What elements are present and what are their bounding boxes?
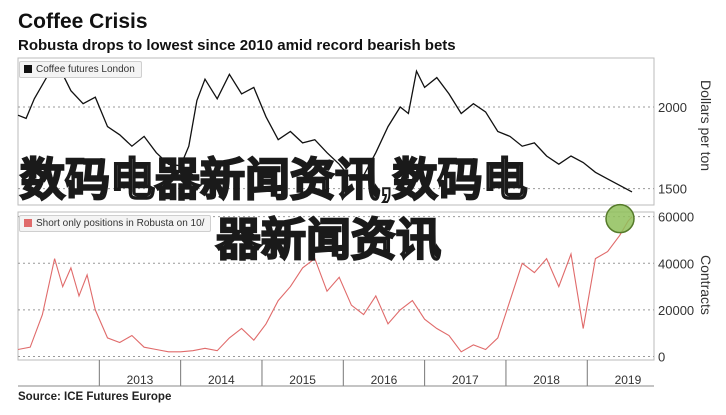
x-tick-label-6: 2019 (615, 373, 642, 387)
legend-positions-label: Short only positions in Robusta on 10/ (36, 218, 205, 229)
legend-price-label: Coffee futures London (36, 64, 135, 75)
x-tick-label-5: 2018 (533, 373, 560, 387)
positions-ytick-0: 0 (658, 350, 665, 365)
positions-ytick-3: 60000 (658, 210, 694, 225)
legend-swatch-positions (24, 219, 32, 227)
y-axis-label-price: Dollars per ton (698, 80, 714, 172)
y-axis-label-positions: Contracts (698, 255, 714, 315)
x-tick-label-2: 2015 (289, 373, 316, 387)
x-tick-label-3: 2016 (371, 373, 398, 387)
price-series-line (17, 65, 633, 193)
positions-ytick-2: 40000 (658, 256, 694, 271)
positions-series-line (17, 216, 633, 353)
positions-panel-frame (17, 211, 655, 361)
x-tick-label-1: 2014 (208, 373, 235, 387)
watermark-line-1: 数码电器新闻资讯,数码电 (19, 153, 529, 206)
chart-title: Coffee Crisis (18, 10, 148, 33)
x-tick-label-0: 2013 (127, 373, 154, 387)
latest-value-highlight (605, 203, 635, 234)
positions-ytick-1: 20000 (658, 303, 694, 318)
x-tick-label-4: 2017 (452, 373, 479, 387)
price-ytick-1: 2000 (658, 100, 687, 115)
price-panel-frame (17, 57, 655, 206)
legend-swatch-price (24, 65, 32, 73)
chart-subtitle: Robusta drops to lowest since 2010 amid … (18, 37, 456, 54)
price-ytick-0: 1500 (658, 182, 687, 197)
watermark-line-2: 器新闻资讯 (215, 213, 442, 266)
source-note: Source: ICE Futures Europe (18, 391, 172, 403)
legend-positions: Short only positions in Robusta on 10/ (19, 215, 212, 232)
legend-price: Coffee futures London (19, 61, 142, 78)
watermark-overlay: 数码电器新闻资讯,数码电 器新闻资讯 (19, 150, 680, 270)
